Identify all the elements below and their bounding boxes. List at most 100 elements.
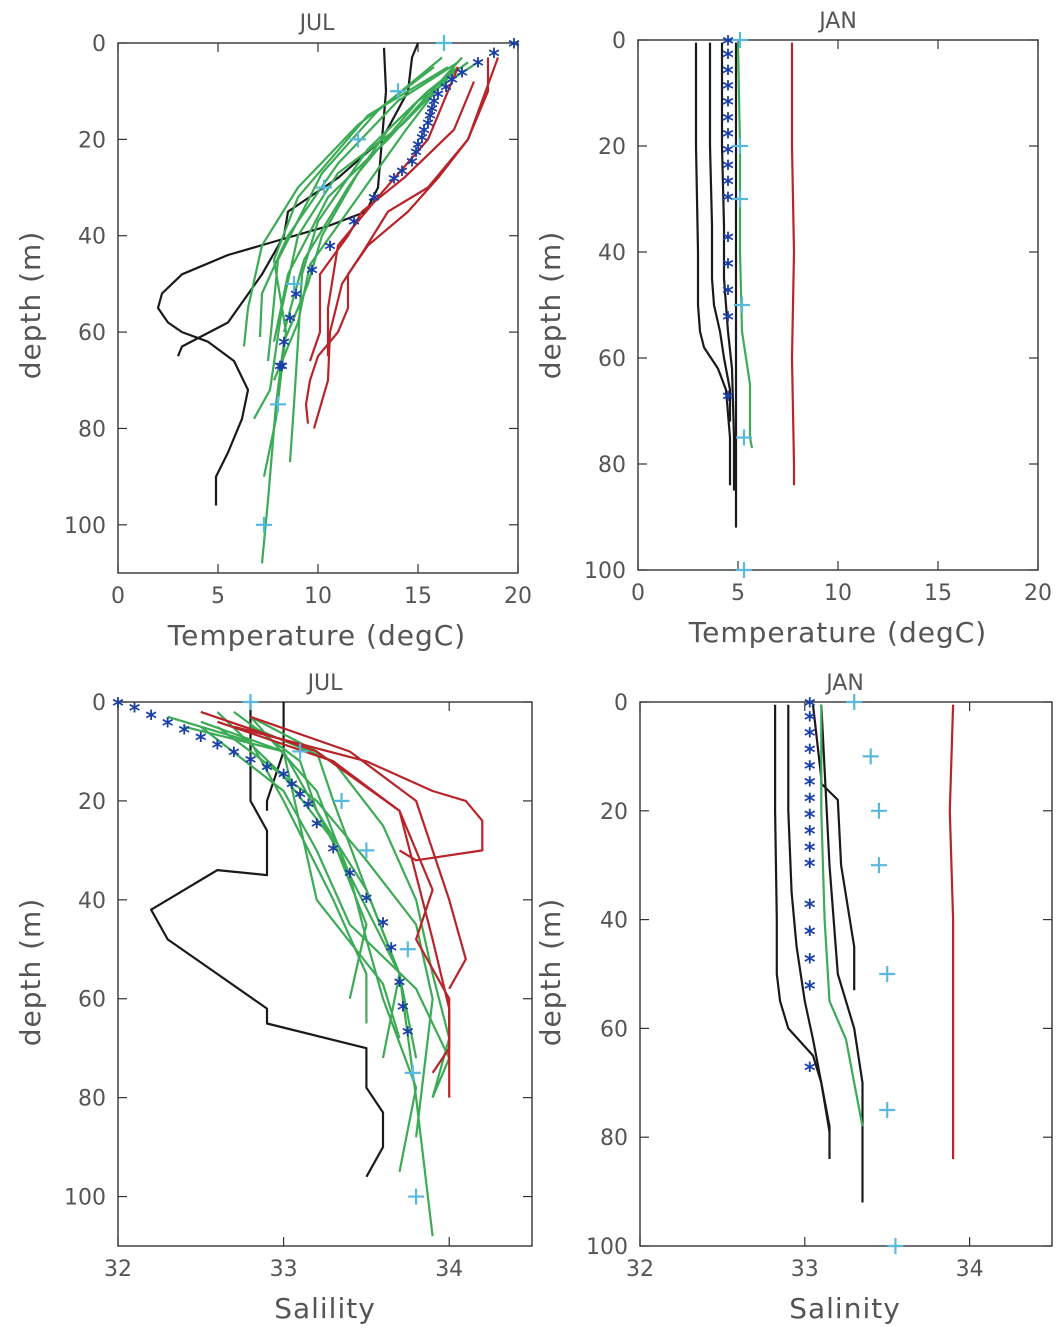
star-marker: * (456, 64, 468, 89)
panel-jan-salinity: JAN Salinity depth (m) 32 33 34 0 20 40 60 80 10… (534, 671, 1053, 1325)
star-marker: * (804, 839, 816, 864)
panel-jul-salinity: JUL Salility depth (m) 32 33 34 0 20 40 60 80 10… (14, 671, 533, 1325)
panel-title: JUL (298, 11, 336, 36)
plus-marker (870, 857, 887, 874)
red-profile-line (790, 42, 796, 486)
y-axis-label: depth (m) (14, 898, 47, 1047)
y-tick-label: 80 (78, 1087, 106, 1112)
star-marker: * (261, 759, 273, 784)
star-marker: * (368, 190, 380, 215)
green-profile-line (167, 715, 368, 1024)
plus-marker (732, 32, 748, 48)
plus-marker (846, 694, 863, 710)
star-marker: * (426, 100, 438, 125)
star-marker: * (195, 729, 207, 754)
plus-marker (333, 792, 350, 809)
star-marker: * (722, 110, 734, 135)
y-tick-label: 0 (92, 691, 106, 716)
star-marker: * (804, 741, 816, 766)
star-marker: * (397, 999, 409, 1024)
star-marker: * (804, 725, 816, 750)
star-marker: * (290, 286, 302, 311)
star-marker: * (129, 699, 141, 724)
star-marker: * (722, 229, 734, 254)
star-marker: * (402, 1023, 414, 1048)
star-marker: * (344, 865, 356, 890)
plus-marker (404, 1064, 421, 1081)
y-tick-label: 100 (64, 514, 106, 539)
x-tick-label: 15 (924, 581, 952, 606)
red-profile-line (233, 725, 484, 862)
star-marker: * (412, 137, 424, 162)
star-marker: * (348, 214, 360, 239)
star-marker: * (394, 974, 406, 999)
green-profile-line (216, 711, 368, 999)
panel-jul-temperature: JUL Temperature (degC) depth (m) 0 5 10 15 2… (14, 11, 532, 652)
star-marker: * (472, 55, 484, 80)
star-marker: * (361, 890, 373, 915)
star-marker: * (416, 129, 428, 154)
y-tick-label: 20 (78, 128, 106, 153)
star-marker: * (245, 751, 257, 776)
black-profile-line (694, 42, 732, 486)
y-tick-label: 0 (612, 29, 626, 54)
x-tick-label: 0 (631, 581, 645, 606)
green-profile-line (262, 66, 449, 477)
green-profile-line (200, 720, 401, 1039)
star-marker: * (424, 108, 436, 133)
panel-title: JAN (824, 671, 864, 696)
star-marker: * (722, 94, 734, 119)
plus-marker (734, 297, 750, 313)
green-profile-line (260, 61, 479, 564)
star-marker: * (722, 46, 734, 71)
plus-marker (270, 396, 286, 413)
plus-marker (879, 966, 896, 982)
plus-marker (350, 131, 366, 148)
star-marker: * (804, 757, 816, 782)
red-profile-line (312, 57, 500, 429)
x-tick-label: 20 (1024, 581, 1052, 606)
star-marker: * (440, 79, 452, 104)
star-marker: * (306, 262, 318, 287)
star-marker: * (804, 806, 816, 831)
y-tick-label: 60 (598, 347, 626, 372)
star-marker: * (722, 125, 734, 150)
black-profile-line (265, 702, 285, 811)
y-tick-label: 100 (586, 1235, 628, 1260)
plus-marker (358, 842, 375, 859)
star-marker: * (508, 35, 520, 60)
x-tick-label: 32 (104, 1257, 132, 1282)
star-marker: * (488, 45, 500, 70)
star-marker: * (212, 737, 224, 762)
red-profile-line (948, 704, 955, 1159)
y-tick-label: 0 (614, 691, 628, 716)
plus-marker (408, 1188, 425, 1205)
x-tick-label: 33 (791, 1257, 819, 1282)
star-marker: * (446, 72, 458, 97)
green-profile-line (242, 66, 435, 347)
black-profile-line (811, 704, 856, 991)
y-tick-label: 80 (600, 1126, 628, 1151)
star-marker: * (432, 86, 444, 111)
x-tick-label: 32 (626, 1257, 654, 1282)
y-tick-label: 20 (598, 135, 626, 160)
y-tick-label: 0 (92, 32, 106, 57)
star-marker: * (311, 816, 323, 841)
y-tick-label: 60 (78, 988, 106, 1013)
plus-marker (879, 1102, 896, 1118)
star-marker: * (722, 62, 734, 87)
star-marker: * (722, 173, 734, 198)
star-marker: * (804, 790, 816, 815)
y-tick-label: 100 (584, 559, 626, 584)
star-marker: * (286, 776, 298, 801)
x-axis-label: Salility (274, 1292, 376, 1325)
green-profile-line (258, 61, 459, 337)
star-marker: * (722, 255, 734, 280)
green-profile-line (820, 704, 864, 1127)
y-axis-label: depth (m) (534, 898, 567, 1047)
star-marker: * (406, 153, 418, 178)
y-tick-label: 20 (600, 800, 628, 825)
star-marker: * (418, 122, 430, 147)
x-axis-label: Temperature (degC) (688, 616, 987, 649)
